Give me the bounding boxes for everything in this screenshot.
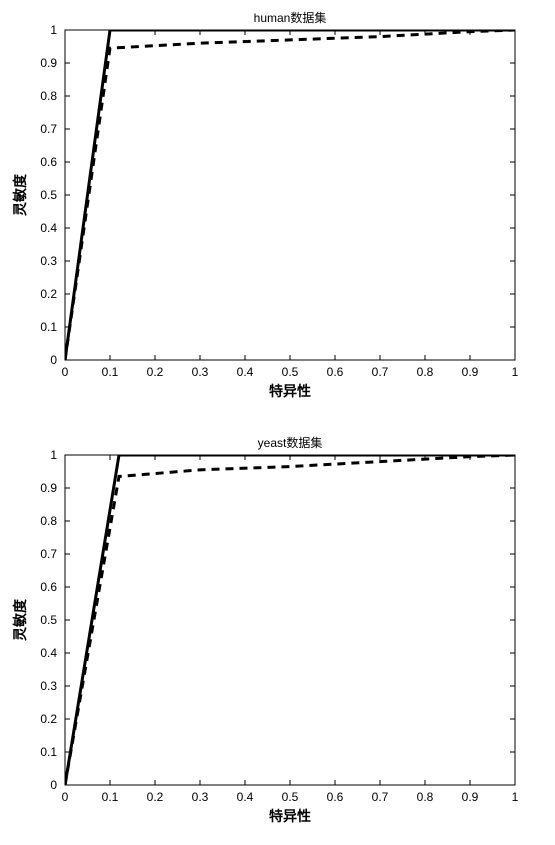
ytick-label: 0.7 — [40, 547, 57, 561]
chart-yeast: 0 0.1 0.2 0.3 0.4 0.5 0.6 0.7 0.8 0.9 1 0 0.1 0.2 0.3 0… — [12, 435, 519, 824]
ytick-label: 0.9 — [40, 56, 57, 70]
xtick-label: 0.9 — [462, 365, 479, 379]
ytick-label: 0.4 — [40, 221, 57, 235]
figure-container: 0 0.1 0.2 0.3 0.4 0.5 0.6 0.7 0.8 0.9 1 0 0.1 0.2 0.3 0… — [0, 0, 555, 845]
chart-title: yeast数据集 — [258, 435, 323, 450]
xtick-label: 0.7 — [372, 365, 389, 379]
ytick-label: 0.8 — [40, 514, 57, 528]
xtick-label: 0 — [62, 365, 69, 379]
xtick-label: 0.4 — [237, 790, 254, 804]
xtick-label: 0.1 — [102, 790, 119, 804]
xtick-label: 0.3 — [192, 790, 209, 804]
figure-svg: 0 0.1 0.2 0.3 0.4 0.5 0.6 0.7 0.8 0.9 1 0 0.1 0.2 0.3 0… — [0, 0, 555, 845]
xtick-label: 0.7 — [372, 790, 389, 804]
chart-title: human数据集 — [254, 10, 327, 25]
xtick-label: 0.2 — [147, 365, 164, 379]
y-axis-label: 灵敏度 — [12, 598, 28, 641]
xtick-label: 0.8 — [417, 365, 434, 379]
ytick-label: 0.3 — [40, 679, 57, 693]
xtick-label: 0.5 — [282, 790, 299, 804]
ytick-label: 0.5 — [40, 188, 57, 202]
chart-human: 0 0.1 0.2 0.3 0.4 0.5 0.6 0.7 0.8 0.9 1 0 0.1 0.2 0.3 0… — [12, 10, 519, 399]
xtick-label: 0.6 — [327, 365, 344, 379]
xtick-label: 1 — [512, 365, 519, 379]
xtick-label: 0.5 — [282, 365, 299, 379]
ytick-label: 0.2 — [40, 287, 57, 301]
xtick-label: 0.6 — [327, 790, 344, 804]
ytick-label: 0.7 — [40, 122, 57, 136]
xtick-label: 0.3 — [192, 365, 209, 379]
plot-area — [65, 30, 515, 360]
ytick-label: 0 — [50, 353, 57, 367]
y-axis-label: 灵敏度 — [12, 173, 28, 216]
ytick-label: 0.5 — [40, 613, 57, 627]
xtick-label: 1 — [512, 790, 519, 804]
xtick-label: 0.8 — [417, 790, 434, 804]
ytick-label: 0.6 — [40, 580, 57, 594]
xtick-label: 0.4 — [237, 365, 254, 379]
xtick-label: 0.9 — [462, 790, 479, 804]
x-axis-label: 特异性 — [269, 383, 311, 399]
ytick-label: 0.9 — [40, 481, 57, 495]
ytick-label: 1 — [50, 448, 57, 462]
ytick-label: 0.4 — [40, 646, 57, 660]
xtick-label: 0 — [62, 790, 69, 804]
ytick-label: 0.2 — [40, 712, 57, 726]
x-axis-label: 特异性 — [269, 808, 311, 824]
ytick-label: 0.6 — [40, 155, 57, 169]
ytick-label: 0 — [50, 778, 57, 792]
xtick-label: 0.1 — [102, 365, 119, 379]
ytick-label: 0.3 — [40, 254, 57, 268]
xtick-label: 0.2 — [147, 790, 164, 804]
ytick-label: 0.8 — [40, 89, 57, 103]
ytick-label: 0.1 — [40, 320, 57, 334]
ytick-label: 1 — [50, 23, 57, 37]
ytick-label: 0.1 — [40, 745, 57, 759]
plot-area — [65, 455, 515, 785]
